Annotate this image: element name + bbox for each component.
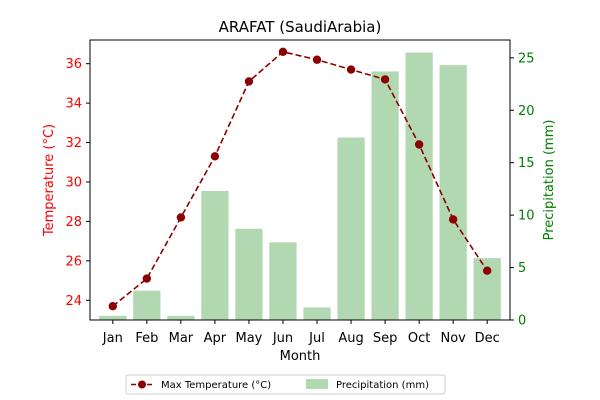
x-tick-label: Nov (440, 331, 466, 346)
left-y-tick-label: 26 (65, 254, 82, 269)
temp-point-feb (142, 274, 152, 283)
left-y-axis-title: Temperature (°C) (42, 124, 57, 237)
left-y-axis: 24 26 28 30 32 34 36 (65, 57, 90, 309)
x-tick-label: Feb (135, 331, 158, 346)
x-tick-label: Oct (408, 331, 430, 346)
precipitation-bars (99, 52, 501, 321)
x-tick-label: Dec (475, 331, 500, 346)
temp-point-may (244, 77, 254, 86)
right-y-axis: 0 5 10 15 20 25 (510, 51, 535, 329)
right-y-tick-label: 0 (518, 314, 526, 329)
x-axis: Jan Feb Mar Apr May Jun Jul Aug Sep Oct Nov Dec (102, 320, 500, 346)
precip-bar-sep (371, 71, 399, 321)
temp-point-apr (210, 152, 220, 161)
legend-precipitation-swatch (306, 379, 328, 389)
legend-temperature-label: Max Temperature (°C) (161, 380, 271, 391)
left-y-tick-label: 34 (65, 97, 82, 112)
right-y-axis-title: Precipitation (mm) (542, 120, 557, 241)
left-y-tick-label: 32 (65, 136, 82, 151)
temp-point-sep (380, 75, 390, 84)
left-y-tick-label: 36 (65, 57, 82, 72)
x-tick-label: Aug (338, 331, 363, 346)
left-y-tick-label: 30 (65, 175, 82, 190)
precip-bar-feb (133, 290, 161, 320)
x-axis-title: Month (280, 349, 321, 364)
precip-bar-aug (337, 137, 365, 320)
left-y-tick-label: 24 (65, 294, 82, 309)
x-tick-label: May (236, 331, 263, 346)
precip-bar-oct (405, 52, 433, 321)
temp-point-jun (278, 47, 288, 57)
x-tick-label: Apr (204, 331, 227, 346)
temp-point-jan (108, 301, 118, 311)
precip-bar-nov (439, 65, 467, 320)
temperature-polyline (112, 50, 488, 307)
temp-point-mar (176, 213, 186, 222)
right-y-tick-label: 5 (518, 261, 526, 276)
precip-bar-apr (201, 191, 229, 320)
temp-point-nov (448, 215, 458, 224)
precip-bar-jun (269, 242, 297, 320)
legend-temperature-marker (138, 380, 146, 389)
temp-point-aug (346, 65, 356, 74)
x-tick-label: Jun (272, 331, 293, 346)
x-tick-label: Jan (102, 331, 123, 346)
x-tick-label: Sep (373, 331, 398, 346)
legend: Max Temperature (°C) Precipitation (mm) (125, 374, 446, 395)
precip-bar-mar (167, 315, 195, 320)
precip-bar-may (235, 228, 263, 320)
x-tick-label: Mar (169, 331, 194, 346)
legend-box (125, 374, 446, 395)
chart-title: ARAFAT (SaudiArabia) (219, 18, 382, 36)
temperature-line (108, 47, 492, 311)
right-y-tick-label: 20 (518, 104, 535, 119)
left-y-tick-label: 28 (65, 215, 82, 230)
precip-bar-jan (99, 315, 127, 320)
temp-point-jul (312, 55, 322, 64)
x-tick-label: Jul (308, 331, 325, 346)
temp-point-dec (482, 266, 492, 275)
plot-frame (89, 39, 511, 321)
right-y-tick-label: 15 (518, 156, 535, 171)
precip-bar-jul (303, 307, 331, 320)
legend-precipitation-label: Precipitation (mm) (336, 380, 429, 391)
temp-point-oct (414, 140, 424, 149)
right-y-tick-label: 25 (518, 51, 535, 66)
right-y-tick-label: 10 (518, 209, 535, 224)
